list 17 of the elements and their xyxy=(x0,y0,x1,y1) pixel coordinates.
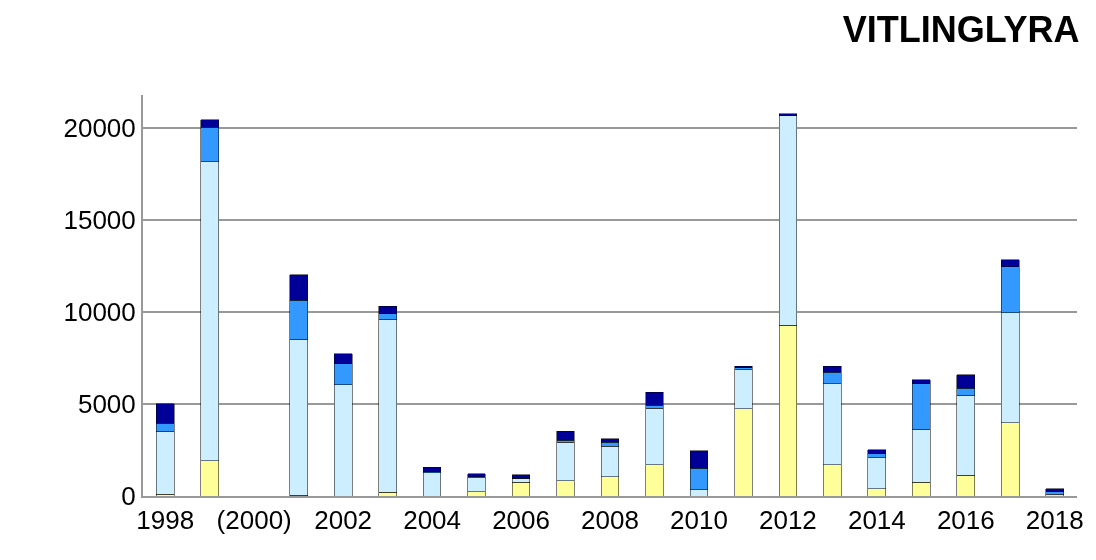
x-tick-label: 1998 xyxy=(136,505,195,536)
x-tick-label: 2018 xyxy=(1025,505,1084,536)
y-tick-label: 20000 xyxy=(63,113,136,144)
chart-title: VITLINGLYRA xyxy=(842,9,1080,50)
x-tick-label: 2006 xyxy=(492,505,550,536)
x-tick-label: 2008 xyxy=(581,505,639,536)
x-tick-label: 2016 xyxy=(936,505,995,536)
x-tick-label: 2004 xyxy=(403,505,462,536)
x-tick-label: 2012 xyxy=(758,505,817,536)
y-tick-label: 0 xyxy=(121,481,136,512)
x-tick-label: 2010 xyxy=(670,505,728,536)
x-tick-label: (2000) xyxy=(216,505,292,536)
x-tick-label: 2002 xyxy=(314,505,373,536)
x-tick-label: 2014 xyxy=(847,505,906,536)
y-tick-label: 5000 xyxy=(77,389,136,420)
y-tick-label: 15000 xyxy=(63,205,136,236)
y-tick-label: 10000 xyxy=(63,297,136,328)
